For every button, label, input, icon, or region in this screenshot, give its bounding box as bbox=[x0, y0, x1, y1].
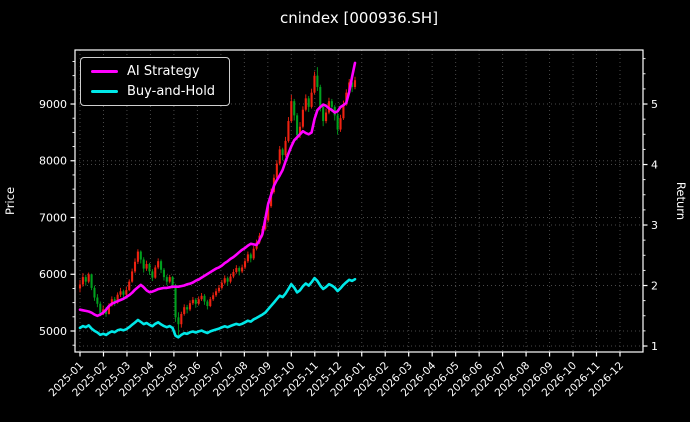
right-axis: 1 2 3 4 5 Return bbox=[643, 58, 688, 353]
gridlines bbox=[75, 50, 643, 352]
left-axis-label: Price bbox=[3, 187, 17, 215]
svg-text:8000: 8000 bbox=[39, 155, 67, 168]
chart-title: cnindex [000936.SH] bbox=[279, 9, 439, 27]
legend-item-buy-and-hold: Buy-and-Hold bbox=[91, 84, 215, 99]
legend-label-ai-strategy: AI Strategy bbox=[127, 64, 200, 79]
svg-text:5000: 5000 bbox=[39, 325, 67, 338]
svg-text:6000: 6000 bbox=[39, 268, 67, 281]
right-axis-label: Return bbox=[674, 182, 688, 220]
line-buy-and-hold bbox=[78, 276, 357, 339]
legend-item-ai-strategy: AI Strategy bbox=[91, 64, 215, 79]
line-ai-strategy bbox=[78, 61, 357, 318]
svg-text:7000: 7000 bbox=[39, 211, 67, 224]
legend-label-buy-and-hold: Buy-and-Hold bbox=[127, 84, 216, 99]
svg-text:9000: 9000 bbox=[39, 98, 67, 111]
x-axis: 2025-012025-022025-032025-042025-052025-… bbox=[47, 352, 626, 399]
svg-text:3: 3 bbox=[651, 219, 658, 232]
ai-strategy-line-swatch bbox=[91, 70, 118, 73]
left-axis: 5000 6000 7000 8000 9000 Price bbox=[3, 61, 75, 346]
buy-and-hold-line-swatch bbox=[91, 90, 118, 93]
svg-text:4: 4 bbox=[651, 158, 658, 171]
svg-text:2: 2 bbox=[651, 279, 658, 292]
plot-border bbox=[74, 49, 644, 353]
legend: AI Strategy Buy-and-Hold bbox=[80, 57, 231, 106]
svg-text:1: 1 bbox=[651, 340, 658, 353]
svg-text:5: 5 bbox=[651, 98, 658, 111]
